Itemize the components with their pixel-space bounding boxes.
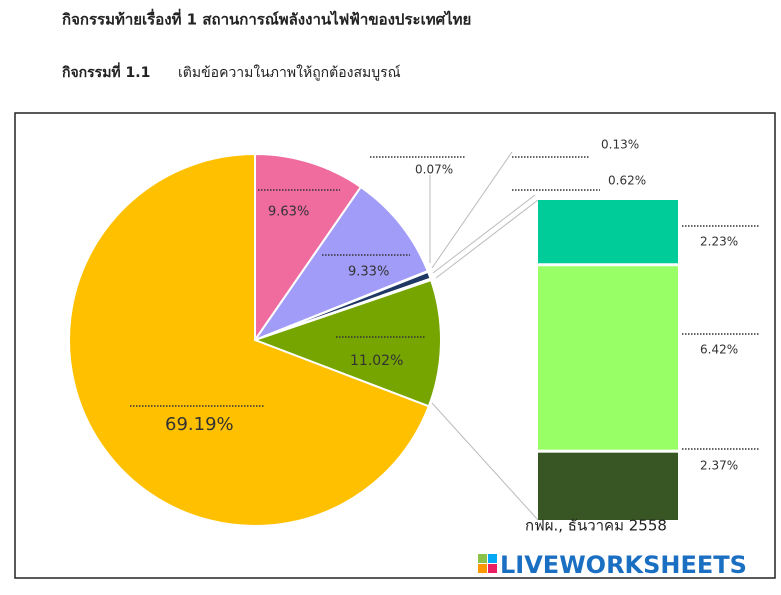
title: กิจกรรมท้ายเรื่องที่ 1 สถานการณ์พลังงานไ…	[62, 9, 471, 29]
segment-label: 2.23%	[700, 235, 738, 249]
slice-label: 11.02%	[350, 353, 403, 369]
slice-label: 0.62%	[608, 174, 646, 188]
slice-label: 9.63%	[268, 205, 309, 220]
source: กฟผ., ธันวาคม 2558	[525, 517, 667, 535]
pie-slice	[68, 152, 431, 527]
activity-label: กิจกรรมที่ 1.1	[61, 62, 150, 81]
bar-segment	[538, 200, 678, 264]
slice-label: 69.19%	[165, 414, 234, 435]
leader-lines	[130, 151, 760, 521]
segment-label: 2.37%	[700, 459, 738, 473]
bar-segment	[538, 452, 678, 520]
slice-label: 0.07%	[415, 163, 453, 177]
watermark: LIVEWORKSHEETS	[500, 551, 747, 579]
segment-label: 6.42%	[700, 343, 738, 357]
watermark-logo	[478, 554, 497, 573]
pie-slice	[252, 278, 442, 408]
slice-label: 9.33%	[348, 265, 389, 280]
pie-slice	[252, 185, 430, 343]
slice-label: 0.13%	[601, 138, 639, 152]
instruction: เติมข้อความในภาพให้ถูกต้องสมบูรณ์	[178, 64, 401, 81]
bar-segment	[538, 266, 678, 450]
chart-frame	[14, 112, 776, 579]
pie-slice	[254, 152, 363, 344]
